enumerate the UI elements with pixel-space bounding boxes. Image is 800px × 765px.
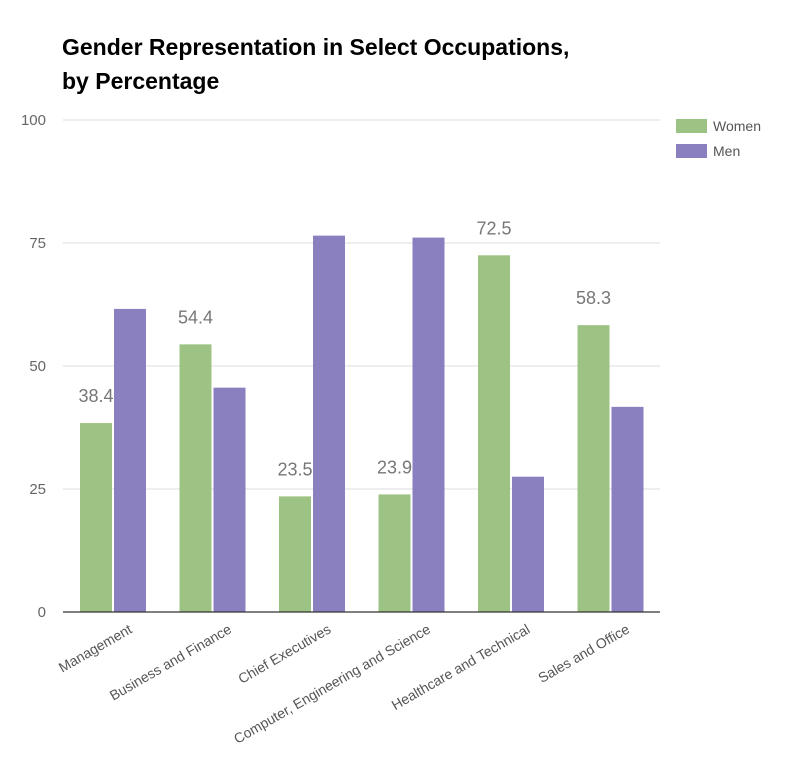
y-tick-label: 25 — [29, 481, 46, 498]
data-label-women: 23.5 — [277, 459, 312, 479]
y-tick-label: 75 — [29, 235, 46, 252]
x-category-label: Sales and Office — [535, 621, 632, 686]
legend[interactable]: Women Men — [676, 118, 761, 159]
data-label-women: 58.3 — [576, 288, 611, 308]
data-label-women: 72.5 — [476, 218, 511, 238]
y-tick-label: 100 — [21, 112, 46, 129]
bar-men[interactable] — [114, 308, 146, 612]
bar-men[interactable] — [313, 235, 345, 612]
legend-swatch-women[interactable] — [676, 119, 707, 133]
bar-men[interactable] — [611, 406, 644, 612]
bar-men[interactable] — [213, 387, 246, 612]
bar-women[interactable] — [577, 325, 610, 612]
x-category-label: Management — [56, 621, 135, 676]
bar-women[interactable] — [179, 344, 212, 612]
data-labels: 38.4 54.4 23.5 23.9 72.5 58.3 — [78, 218, 611, 479]
chart-title: Gender Representation in Select Occupati… — [62, 30, 702, 98]
chart-title-line-1: Gender Representation in Select Occupati… — [62, 34, 570, 60]
bar-men[interactable] — [412, 237, 445, 612]
legend-label-women[interactable]: Women — [713, 118, 761, 134]
data-label-women: 23.9 — [377, 457, 412, 477]
legend-swatch-men[interactable] — [676, 144, 707, 158]
x-category-label: Computer, Engineering and Science — [231, 621, 433, 747]
bar-men[interactable] — [512, 476, 544, 612]
x-category-label: Chief Executives — [235, 621, 333, 687]
y-tick-label: 0 — [38, 604, 46, 621]
data-label-women: 54.4 — [178, 307, 213, 327]
bar-women[interactable] — [478, 255, 510, 613]
bars — [80, 235, 644, 613]
bar-women[interactable] — [279, 496, 311, 612]
grid-lines — [63, 119, 660, 490]
y-tick-label: 50 — [29, 358, 46, 375]
bar-women[interactable] — [378, 494, 411, 612]
bar-women[interactable] — [80, 423, 112, 612]
legend-label-men[interactable]: Men — [713, 143, 740, 159]
chart-title-line-2: by Percentage — [62, 68, 220, 94]
data-label-women: 38.4 — [78, 386, 113, 406]
